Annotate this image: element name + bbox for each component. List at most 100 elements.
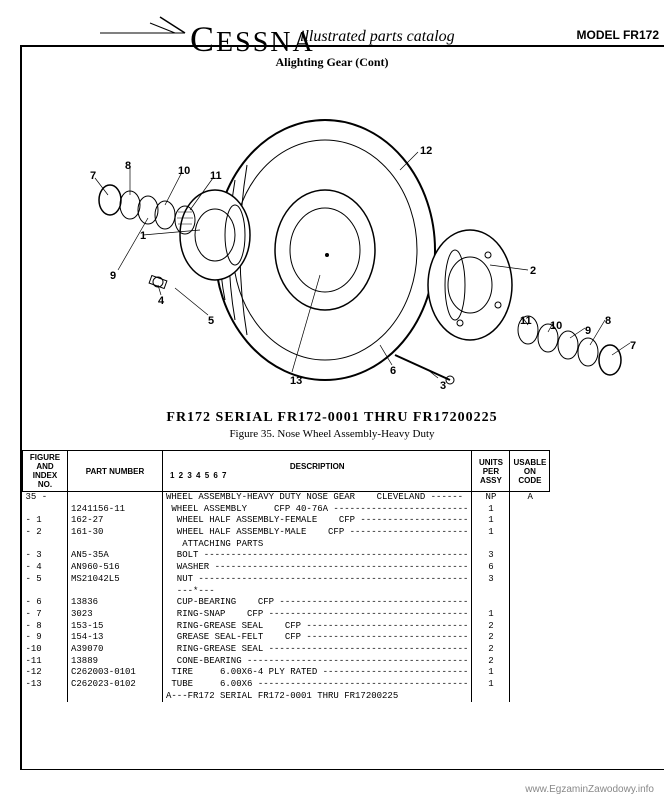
- table-row: 35 -WHEEL ASSEMBLY-HEAVY DUTY NOSE GEAR …: [23, 492, 550, 504]
- table-row: -12C262003-0101 TIRE 6.00X6-4 PLY RATED …: [23, 667, 550, 679]
- section-title: Alighting Gear (Cont): [0, 55, 664, 70]
- table-row: - 9154-13 GREASE SEAL-FELT CFP ---------…: [23, 632, 550, 644]
- col-header-units: UNITS PER ASSY: [472, 451, 510, 492]
- cell-code: [510, 527, 550, 539]
- cell-units: 3: [472, 574, 510, 586]
- cell-description: TUBE 6.00X6 ----------------------------…: [163, 679, 472, 691]
- col-header-description: DESCRIPTION 1 2 3 4 5 6 7: [163, 451, 472, 492]
- cell-code: [510, 679, 550, 691]
- cell-units: 3: [472, 550, 510, 562]
- cell-index: - 1: [23, 515, 68, 527]
- cell-partnumber: A39070: [68, 644, 163, 656]
- cell-units: [472, 586, 510, 598]
- cell-partnumber: 1241156-11: [68, 504, 163, 516]
- cell-description: WHEEL ASSEMBLY CFP 40-76A --------------…: [163, 504, 472, 516]
- cell-code: A: [510, 492, 550, 504]
- cell-code: [510, 597, 550, 609]
- cell-code: [510, 667, 550, 679]
- cell-description: CONE-BEARING ---------------------------…: [163, 656, 472, 668]
- table-row: -13C262023-0102 TUBE 6.00X6 ------------…: [23, 679, 550, 691]
- cell-units: 2: [472, 632, 510, 644]
- cell-partnumber: 13836: [68, 597, 163, 609]
- cell-code: [510, 562, 550, 574]
- callout-13: 13: [290, 375, 302, 387]
- cell-partnumber: [68, 539, 163, 551]
- cell-description: ATTACHING PARTS: [163, 539, 472, 551]
- cell-code: [510, 609, 550, 621]
- cell-description: WHEEL HALF ASSEMBLY-MALE CFP -----------…: [163, 527, 472, 539]
- serial-range: FR172 SERIAL FR172-0001 THRU FR17200225: [0, 410, 664, 426]
- callout-10_right: 10: [550, 320, 562, 332]
- cell-partnumber: C262003-0101: [68, 667, 163, 679]
- model-label: MODEL FR172: [577, 28, 659, 42]
- table-row: - 4AN960-516 WASHER --------------------…: [23, 562, 550, 574]
- table-row: - 613836 CUP-BEARING CFP ---------------…: [23, 597, 550, 609]
- cell-partnumber: [68, 492, 163, 504]
- logo-arrow-icon: [100, 15, 190, 40]
- page-header: CESSNA illustrated parts catalog MODEL F…: [0, 10, 664, 45]
- table-row: - 1162-27 WHEEL HALF ASSEMBLY-FEMALE CFP…: [23, 515, 550, 527]
- table-row: -1113889 CONE-BEARING ------------------…: [23, 656, 550, 668]
- parts-table-body: 35 -WHEEL ASSEMBLY-HEAVY DUTY NOSE GEAR …: [23, 492, 550, 703]
- table-row: - 73023 RING-SNAP CFP ------------------…: [23, 609, 550, 621]
- callout-10_left: 10: [178, 165, 190, 177]
- table-row: - 5MS21042L5 NUT -----------------------…: [23, 574, 550, 586]
- callout-9_right: 9: [585, 325, 591, 337]
- cell-partnumber: C262023-0102: [68, 679, 163, 691]
- cell-index: - 6: [23, 597, 68, 609]
- table-row: 1241156-11 WHEEL ASSEMBLY CFP 40-76A ---…: [23, 504, 550, 516]
- cell-code: [510, 691, 550, 703]
- cell-units: 6: [472, 562, 510, 574]
- callout-6: 6: [390, 365, 396, 377]
- col-header-code: USABLE ON CODE: [510, 451, 550, 492]
- cell-code: [510, 574, 550, 586]
- parts-table: FIGURE AND INDEX NO. PART NUMBER DESCRIP…: [22, 450, 550, 702]
- cell-description: WASHER ---------------------------------…: [163, 562, 472, 574]
- cell-code: [510, 656, 550, 668]
- table-row: ---*---: [23, 586, 550, 598]
- cell-partnumber: 162-27: [68, 515, 163, 527]
- cell-index: [23, 691, 68, 703]
- callout-7_left: 7: [90, 170, 96, 182]
- exploded-diagram: [30, 70, 654, 400]
- cell-partnumber: [68, 586, 163, 598]
- cell-index: - 4: [23, 562, 68, 574]
- wheel-assembly-drawing: [30, 70, 650, 400]
- cell-description: A---FR172 SERIAL FR172-0001 THRU FR17200…: [163, 691, 472, 703]
- cell-index: - 3: [23, 550, 68, 562]
- cell-index: - 9: [23, 632, 68, 644]
- desc-indent-guide: 1 2 3 4 5 6 7: [166, 471, 468, 480]
- cell-units: [472, 691, 510, 703]
- cell-index: [23, 539, 68, 551]
- cell-index: -13: [23, 679, 68, 691]
- table-row: - 3AN5-35A BOLT ------------------------…: [23, 550, 550, 562]
- cell-description: RING-SNAP CFP --------------------------…: [163, 609, 472, 621]
- table-row: A---FR172 SERIAL FR172-0001 THRU FR17200…: [23, 691, 550, 703]
- callout-9_left: 9: [110, 270, 116, 282]
- cell-index: - 7: [23, 609, 68, 621]
- cell-index: - 5: [23, 574, 68, 586]
- cell-description: NUT ------------------------------------…: [163, 574, 472, 586]
- table-header-row: FIGURE AND INDEX NO. PART NUMBER DESCRIP…: [23, 451, 550, 492]
- cell-units: 1: [472, 515, 510, 527]
- callout-1: 1: [140, 230, 146, 242]
- cell-partnumber: MS21042L5: [68, 574, 163, 586]
- table-row: - 8153-15 RING-GREASE SEAL CFP ---------…: [23, 621, 550, 633]
- callout-4: 4: [158, 295, 164, 307]
- cell-units: 1: [472, 679, 510, 691]
- cell-units: 1: [472, 667, 510, 679]
- cell-index: [23, 586, 68, 598]
- cell-index: - 8: [23, 621, 68, 633]
- cell-code: [510, 586, 550, 598]
- catalog-subtitle: illustrated parts catalog: [300, 28, 455, 46]
- cell-index: -12: [23, 667, 68, 679]
- callout-5: 5: [208, 315, 214, 327]
- cell-description: CUP-BEARING CFP ------------------------…: [163, 597, 472, 609]
- cell-description: WHEEL ASSEMBLY-HEAVY DUTY NOSE GEAR CLEV…: [163, 492, 472, 504]
- cell-description: BOLT -----------------------------------…: [163, 550, 472, 562]
- callout-11_left: 11: [210, 170, 222, 182]
- cell-description: RING-GREASE SEAL -----------------------…: [163, 644, 472, 656]
- cell-partnumber: AN960-516: [68, 562, 163, 574]
- callout-11_right: 11: [520, 315, 532, 327]
- watermark: www.EgzaminZawodowy.info: [525, 784, 654, 795]
